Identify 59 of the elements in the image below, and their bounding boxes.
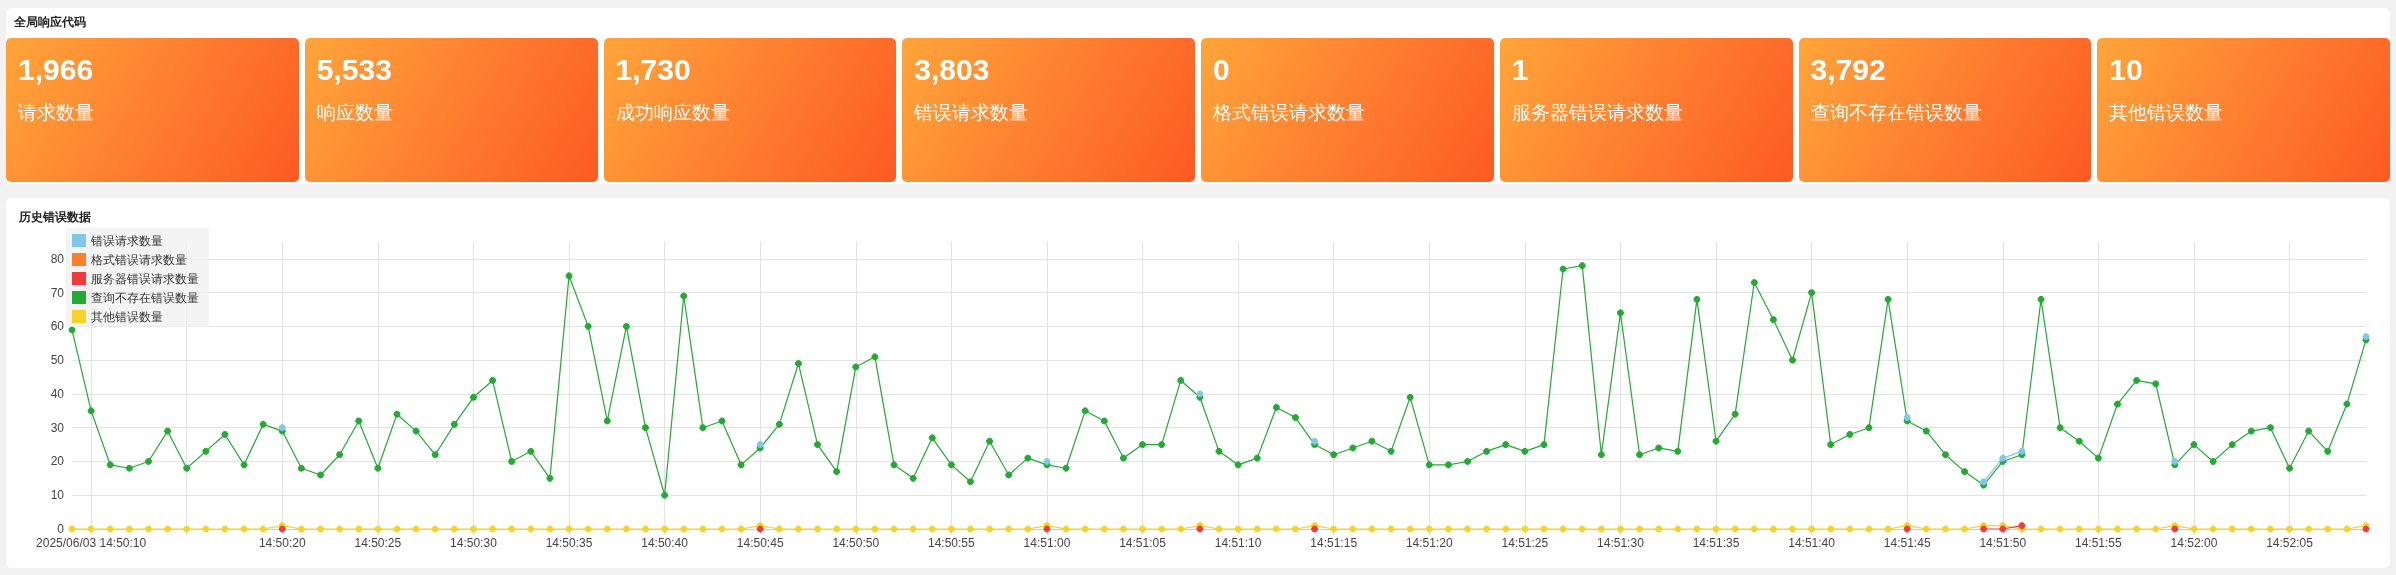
x-tick-label: 14:51:25 <box>1501 536 1549 550</box>
point <box>1043 457 1051 465</box>
point <box>1311 437 1319 445</box>
text: 1 <box>1511 53 1529 86</box>
x-tick-label: 2025/06/03 14:50:10 <box>36 536 147 550</box>
x-tick-label: 14:52:05 <box>2266 536 2314 550</box>
category-label: 服务器错误请求数量 <box>1511 101 1684 125</box>
chart-title: 历史错误数据 <box>18 210 91 224</box>
legend-label: 查询不存在错误数量 <box>91 290 199 305</box>
x-tick-label: 14:52:00 <box>2170 536 2218 550</box>
x-tick-label: 14:51:00 <box>1023 536 1071 550</box>
y-tick-label: 50 <box>50 353 65 368</box>
text: 5,533 <box>316 53 392 86</box>
y-tick-label: 10 <box>50 488 65 503</box>
category-label: 查询不存在错误数量 <box>1810 101 1983 125</box>
y-tick-label: 60 <box>50 319 65 334</box>
y-tick-label: 30 <box>50 420 65 435</box>
point <box>2018 447 2026 455</box>
point <box>2171 457 2179 465</box>
category-label: 格式错误请求数量 <box>1213 101 1366 125</box>
y-tick-label: 80 <box>50 251 65 266</box>
y-tick-label: 40 <box>50 386 65 401</box>
text: 1,730 <box>615 53 691 86</box>
x-tick-label: 14:51:50 <box>1979 536 2027 550</box>
x-tick-label: 14:50:50 <box>832 536 880 550</box>
legend-label: 其他错误数量 <box>91 309 163 324</box>
x-tick-label: 14:51:55 <box>2075 536 2123 550</box>
x-tick-label: 14:51:30 <box>1597 536 1645 550</box>
y-tick-label: 0 <box>57 522 65 536</box>
y-tick-label: 70 <box>50 285 65 300</box>
x-tick-label: 14:50:55 <box>928 536 976 550</box>
category-label: 错误请求数量 <box>914 101 1030 125</box>
legend-label: 错误请求数量 <box>90 233 163 248</box>
x-tick-label: 14:51:40 <box>1788 536 1836 550</box>
text: 3,792 <box>1810 53 1886 86</box>
text: 0 <box>1213 53 1230 86</box>
category-label: 响应数量 <box>316 101 394 125</box>
x-tick-label: 14:50:45 <box>736 536 784 550</box>
x-tick-label: 14:51:35 <box>1692 536 1740 550</box>
x-tick-label: 14:51:10 <box>1214 536 1262 550</box>
text: 3,803 <box>914 53 990 86</box>
text: 1,966 <box>18 53 94 86</box>
x-tick-label: 14:51:05 <box>1119 536 1167 550</box>
category-label: 请求数量 <box>18 101 95 125</box>
x-tick-label: 14:51:20 <box>1405 536 1453 550</box>
x-tick-label: 14:50:30 <box>450 536 498 550</box>
text: 10 <box>2109 53 2143 86</box>
legend-label: 服务器错误请求数量 <box>91 271 199 286</box>
x-tick-label: 14:50:25 <box>354 536 402 550</box>
x-tick-label: 14:50:40 <box>641 536 689 550</box>
x-tick-label: 14:50:20 <box>258 536 306 550</box>
x-tick-label: 14:50:35 <box>545 536 593 550</box>
text: 全局响应代码 <box>14 14 86 31</box>
category-label: 成功响应数量 <box>615 101 731 125</box>
x-tick-label: 14:51:15 <box>1310 536 1358 550</box>
legend-label: 格式错误请求数量 <box>90 252 187 267</box>
category-label: 其他错误数量 <box>2109 101 2225 125</box>
y-tick-label: 20 <box>50 454 65 469</box>
x-tick-label: 14:51:45 <box>1883 536 1931 550</box>
